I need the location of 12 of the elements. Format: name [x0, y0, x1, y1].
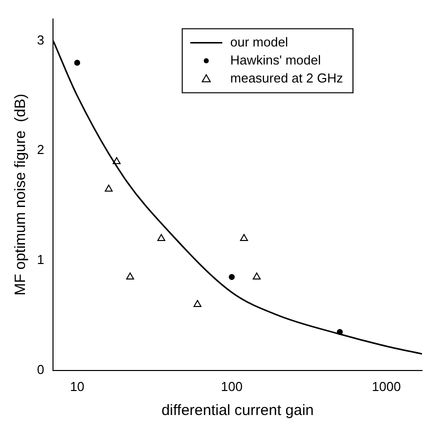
legend-label: Hawkins' model: [230, 52, 321, 68]
x-tick-label: 10: [70, 378, 84, 394]
x-tick-label: 100: [220, 378, 243, 394]
y-axis-title: MF optimum noise figure (dB): [12, 94, 30, 296]
x-tick-label: 1000: [372, 378, 401, 394]
x-axis-title: differential current gain: [161, 402, 314, 420]
y-tick-label: 1: [36, 252, 44, 268]
y-tick-label: 3: [36, 32, 44, 48]
legend-label: measured at 2 GHz: [230, 70, 343, 86]
y-tick-label: 0: [36, 362, 44, 377]
y-tick-label: 2: [36, 142, 44, 158]
legend-label: our model: [230, 34, 288, 50]
